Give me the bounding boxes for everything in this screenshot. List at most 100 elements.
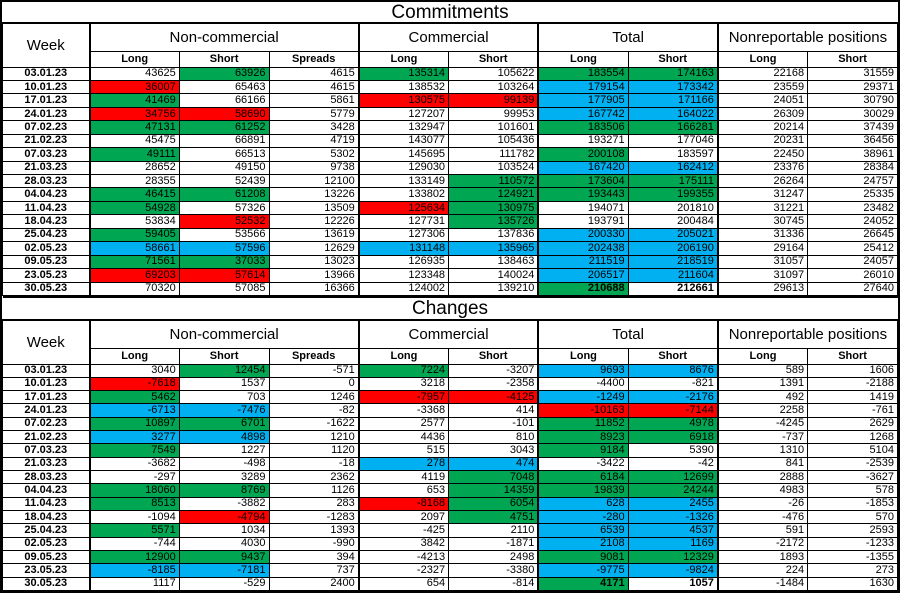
value-cell: 125634 — [357, 200, 450, 216]
value-cell: 126935 — [357, 254, 450, 270]
value-cell: -737 — [716, 430, 809, 445]
value-cell: 591 — [716, 523, 809, 538]
value-cell: 105436 — [448, 133, 539, 149]
value-cell: 124921 — [448, 187, 539, 202]
week-cell: 17.01.23 — [2, 93, 90, 108]
value-cell: -42 — [627, 456, 719, 472]
value-cell: 31057 — [716, 254, 809, 270]
value-cell: 6539 — [537, 523, 629, 538]
value-cell: 7048 — [448, 469, 539, 485]
column-header-commercial-short: Short — [448, 50, 539, 68]
value-cell: 1169 — [627, 536, 719, 551]
value-cell: 133802 — [357, 187, 450, 202]
value-cell: 273 — [807, 563, 898, 578]
group-header-non-commercial: Non-commercial — [88, 319, 360, 349]
value-cell: -9775 — [537, 563, 629, 578]
week-cell: 30.05.23 — [2, 576, 90, 591]
value-cell: -1326 — [627, 509, 719, 525]
value-cell: -7181 — [178, 563, 270, 578]
value-cell: -761 — [807, 403, 898, 418]
value-cell: 1057 — [627, 576, 719, 591]
value-cell: 8769 — [178, 483, 270, 498]
value-cell: 737 — [268, 563, 360, 578]
table-row: 21.03.23 -3682 -498 -18 278 474 -3422 -42 841 -25… — [2, 456, 898, 472]
value-cell: 43625 — [88, 66, 180, 81]
value-cell: 131148 — [357, 241, 450, 256]
value-cell: 130575 — [357, 93, 450, 108]
value-cell: 1117 — [88, 576, 180, 591]
column-header-total-short: Short — [627, 347, 719, 365]
value-cell: 1606 — [807, 363, 898, 378]
table-row: 18.04.23 -1094 -4794 -1283 2097 4751 -280 -1326… — [2, 509, 898, 525]
value-cell: 52532 — [178, 214, 270, 229]
value-cell: 1227 — [178, 443, 270, 458]
value-cell: 175111 — [627, 173, 719, 189]
group-header-commercial: Commercial — [357, 319, 539, 349]
value-cell: 193271 — [537, 133, 629, 149]
table-row: 04.04.23 46415 61208 13226 133802 124921 19344… — [2, 187, 898, 202]
value-cell: 1246 — [268, 390, 360, 405]
value-cell: 53834 — [88, 214, 180, 229]
value-cell: 841 — [716, 456, 809, 472]
value-cell: 137836 — [448, 227, 539, 243]
column-header-total-long: Long — [537, 347, 629, 365]
value-cell: -2176 — [627, 390, 719, 405]
value-cell: 132947 — [357, 120, 450, 135]
value-cell: 123348 — [357, 268, 450, 283]
value-cell: 278 — [357, 456, 450, 472]
value-cell: 515 — [357, 443, 450, 458]
week-cell: 02.05.23 — [2, 241, 90, 256]
value-cell: 29164 — [716, 241, 809, 256]
value-cell: 5390 — [627, 443, 719, 458]
value-cell: -4400 — [537, 376, 629, 392]
table-row: 25.04.23 5571 1034 1393 -425 2110 6539 4537 591 2… — [2, 523, 898, 538]
value-cell: 103524 — [448, 160, 539, 176]
value-cell: 53566 — [178, 227, 270, 243]
group-header-nonreportable-positions: Nonreportable positions — [716, 319, 898, 349]
column-header-commercial-long: Long — [357, 50, 450, 68]
value-cell: 5861 — [268, 93, 360, 108]
table-row: 07.02.23 47131 61252 3428 132947 101601 183506… — [2, 120, 898, 135]
table-row: 21.02.23 3277 4898 1210 4436 810 8923 6918 -737 1… — [2, 430, 898, 445]
value-cell: 4719 — [268, 133, 360, 149]
value-cell: 4615 — [268, 66, 360, 81]
changes-table: Changes Week Non-commercial Commercial Total… — [2, 296, 898, 591]
value-cell: 129030 — [357, 160, 450, 176]
value-cell: 27640 — [807, 281, 898, 296]
table-row: 09.05.23 71561 37033 13023 126935 138463 21151… — [2, 254, 898, 270]
value-cell: 57614 — [178, 268, 270, 283]
week-cell: 09.05.23 — [2, 254, 90, 270]
value-cell: 7549 — [88, 443, 180, 458]
changes-title: Changes — [2, 296, 898, 321]
value-cell: 654 — [357, 576, 450, 591]
value-cell: -2358 — [448, 376, 539, 392]
value-cell: 12699 — [627, 469, 719, 485]
value-cell: 13226 — [268, 187, 360, 202]
value-cell: 0 — [268, 376, 360, 392]
value-cell: -4125 — [448, 390, 539, 405]
table-row: 02.05.23 58661 57596 12629 131148 135965 20243… — [2, 241, 898, 256]
value-cell: 9184 — [537, 443, 629, 458]
week-cell: 04.04.23 — [2, 483, 90, 498]
value-cell: -6713 — [88, 403, 180, 418]
value-cell: -2172 — [716, 536, 809, 551]
value-cell: 12329 — [627, 549, 719, 565]
table-row: 23.05.23 -8185 -7181 737 -2327 -3380 -9775 -982… — [2, 563, 898, 578]
value-cell: 3289 — [178, 469, 270, 485]
table-row: 28.03.23 28355 52439 12100 133149 110572 17360… — [2, 173, 898, 189]
value-cell: 22450 — [716, 147, 809, 162]
value-cell: 139210 — [448, 281, 539, 296]
value-cell: 29613 — [716, 281, 809, 296]
value-cell: 167420 — [537, 160, 629, 176]
value-cell: 201810 — [627, 200, 719, 216]
value-cell: 30029 — [807, 106, 898, 122]
value-cell: 2593 — [807, 523, 898, 538]
value-cell: -571 — [268, 363, 360, 378]
column-header-total-long: Long — [537, 50, 629, 68]
value-cell: 138463 — [448, 254, 539, 270]
value-cell: 199355 — [627, 187, 719, 202]
value-cell: 65463 — [178, 79, 270, 95]
value-cell: 474 — [448, 456, 539, 472]
column-header-nonreportable-positions-short: Short — [807, 347, 898, 365]
value-cell: 9081 — [537, 549, 629, 565]
